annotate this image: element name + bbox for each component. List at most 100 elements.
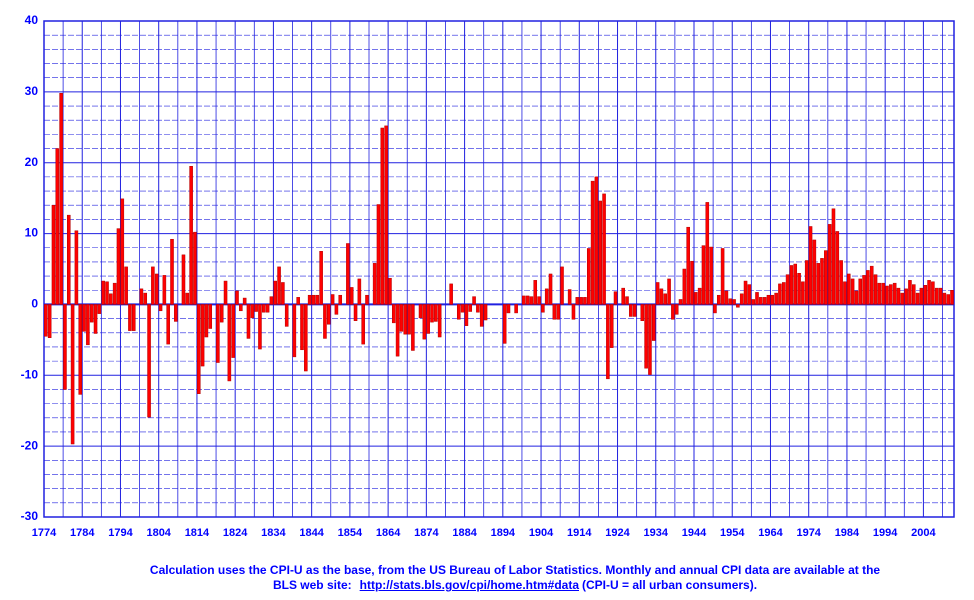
bar xyxy=(873,274,878,305)
bar xyxy=(388,277,392,305)
bar xyxy=(938,287,943,305)
bar xyxy=(778,283,782,305)
bar xyxy=(97,304,102,314)
x-tick-label: 1964 xyxy=(758,527,783,539)
bar xyxy=(751,299,755,305)
bar xyxy=(697,287,702,305)
bar xyxy=(671,304,675,320)
y-tick-label: -10 xyxy=(21,367,39,381)
bar xyxy=(380,127,385,305)
footnote-text: BLS web site: xyxy=(272,578,352,592)
bls-link[interactable]: http://stats.bls.gov/cpi/home.htm#data xyxy=(359,578,579,592)
bar xyxy=(663,293,668,305)
x-tick-label: 1974 xyxy=(796,527,821,539)
bar xyxy=(556,304,560,320)
bar xyxy=(774,292,778,305)
bar xyxy=(208,304,213,329)
bar xyxy=(739,293,744,305)
bar xyxy=(770,294,775,305)
bar xyxy=(567,289,572,305)
bar xyxy=(816,263,820,305)
bar xyxy=(850,278,855,305)
bar xyxy=(808,226,813,305)
bar xyxy=(258,304,262,350)
bar xyxy=(361,304,365,345)
bar xyxy=(120,198,125,305)
bar xyxy=(430,304,434,323)
bar xyxy=(655,282,660,305)
y-tick-label: -20 xyxy=(21,438,39,452)
bar xyxy=(204,304,209,338)
bar xyxy=(923,285,928,305)
bar xyxy=(418,304,423,319)
bar xyxy=(621,287,625,305)
bar xyxy=(105,281,109,305)
bar xyxy=(372,263,377,305)
bar xyxy=(227,304,232,382)
y-tick-label: 40 xyxy=(25,13,39,27)
bar xyxy=(334,304,339,315)
bar xyxy=(47,304,52,338)
bar xyxy=(502,304,507,344)
bar xyxy=(346,243,350,305)
bar xyxy=(743,280,748,305)
bar xyxy=(560,266,564,305)
bar xyxy=(124,266,128,305)
x-tick-label: 1904 xyxy=(529,527,554,539)
bar xyxy=(384,125,388,305)
bar xyxy=(908,280,912,305)
bar xyxy=(590,180,595,305)
bar xyxy=(426,304,430,334)
bar xyxy=(854,290,859,305)
bar xyxy=(44,304,48,337)
bar xyxy=(835,231,840,305)
bar xyxy=(143,292,148,305)
bar xyxy=(644,304,648,369)
bar xyxy=(606,304,610,380)
x-tick-label: 1784 xyxy=(70,527,95,539)
bar xyxy=(686,226,690,305)
bar xyxy=(59,93,63,305)
bar xyxy=(682,268,687,305)
x-tick-label: 1824 xyxy=(223,527,248,539)
y-tick-label: 10 xyxy=(25,226,39,240)
bar xyxy=(552,304,557,320)
bar xyxy=(732,299,736,305)
bar xyxy=(869,265,874,305)
x-tick-label: 1854 xyxy=(338,527,363,539)
plot-frame xyxy=(43,20,955,518)
bar xyxy=(548,273,553,305)
bar xyxy=(839,260,843,305)
bar xyxy=(154,273,159,305)
bar xyxy=(866,270,870,305)
bar xyxy=(189,166,193,305)
bar xyxy=(946,294,950,305)
x-tick-label: 1944 xyxy=(682,527,707,539)
bar xyxy=(63,304,67,390)
bar xyxy=(304,304,308,372)
bar xyxy=(640,304,645,321)
x-tick-label: 1884 xyxy=(452,527,477,539)
bar xyxy=(93,304,98,334)
bar xyxy=(804,260,809,305)
bar xyxy=(449,283,453,305)
bar xyxy=(846,273,851,305)
bar xyxy=(196,304,201,394)
bar xyxy=(881,282,885,305)
footnote: Calculation uses the CPI-U as the base, … xyxy=(60,563,970,593)
bar xyxy=(296,297,300,305)
bar xyxy=(66,214,71,305)
x-tick-label: 1864 xyxy=(376,527,401,539)
bar xyxy=(648,304,652,375)
bar xyxy=(785,274,790,305)
bar xyxy=(709,246,713,305)
bar xyxy=(250,304,255,319)
bar xyxy=(89,304,94,323)
bar xyxy=(583,297,587,305)
bar xyxy=(434,304,438,322)
x-tick-label: 1834 xyxy=(261,527,286,539)
bar xyxy=(762,297,767,305)
bar xyxy=(533,280,538,305)
bar xyxy=(827,224,832,305)
bar xyxy=(116,228,121,305)
